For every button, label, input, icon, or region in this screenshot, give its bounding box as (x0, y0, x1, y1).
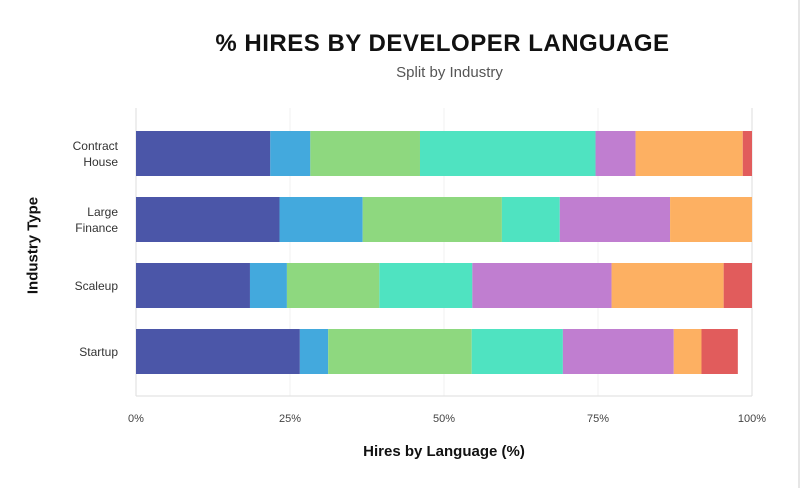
bar-segment-3-4 (562, 329, 674, 374)
bar-segment-1-0 (136, 197, 280, 242)
bar-segment-0-6 (742, 131, 752, 176)
x-tick-label: 75% (586, 413, 610, 425)
category-label-line: Large (87, 204, 118, 219)
x-tick-label: 0% (128, 413, 144, 425)
category-label-line: Contract (72, 138, 118, 153)
bar-segment-0-1 (270, 131, 311, 176)
x-tick-label: 25% (278, 413, 302, 425)
bar-segment-3-1 (299, 329, 329, 374)
x-tick-label: 50% (432, 413, 456, 425)
bar-segment-3-2 (328, 329, 472, 374)
bar-segment-3-6 (701, 329, 738, 374)
chart-title: % HIRES BY DEVELOPER LANGUAGE (215, 30, 670, 57)
bar-segment-1-3 (501, 197, 560, 242)
chart-subtitle: Split by Industry (396, 64, 503, 81)
bar-segment-2-5 (611, 263, 724, 308)
bar-segment-2-3 (379, 263, 473, 308)
category-label-line: Scaleup (74, 278, 118, 293)
category-label-line: Finance (75, 220, 118, 235)
category-label: Contract House (40, 138, 118, 170)
bar-segment-0-2 (310, 131, 420, 176)
x-tick-label: 100% (737, 413, 767, 425)
bar-segment-2-0 (136, 263, 250, 308)
bar-segment-2-4 (472, 263, 612, 308)
category-label: Scaleup (40, 278, 118, 294)
category-label-line: House (83, 154, 118, 169)
bar-segment-3-0 (136, 329, 300, 374)
bar-segment-0-5 (635, 131, 743, 176)
bar-segment-1-4 (559, 197, 671, 242)
bar-segment-0-3 (419, 131, 596, 176)
category-label-line: Startup (79, 344, 118, 359)
bar-segment-0-0 (136, 131, 271, 176)
bar-segment-3-5 (673, 329, 702, 374)
bar-segment-0-4 (595, 131, 636, 176)
bar-segment-1-1 (279, 197, 363, 242)
bar-segment-1-2 (362, 197, 502, 242)
x-axis-title: Hires by Language (%) (363, 443, 525, 460)
bar-segment-2-1 (249, 263, 287, 308)
bar-segment-3-3 (471, 329, 563, 374)
page-edge-divider (798, 0, 800, 488)
bar-segment-2-6 (723, 263, 752, 308)
bar-segment-1-5 (670, 197, 752, 242)
category-label: Large Finance (40, 204, 118, 236)
bar-segment-2-2 (286, 263, 380, 308)
category-label: Startup (40, 344, 118, 360)
